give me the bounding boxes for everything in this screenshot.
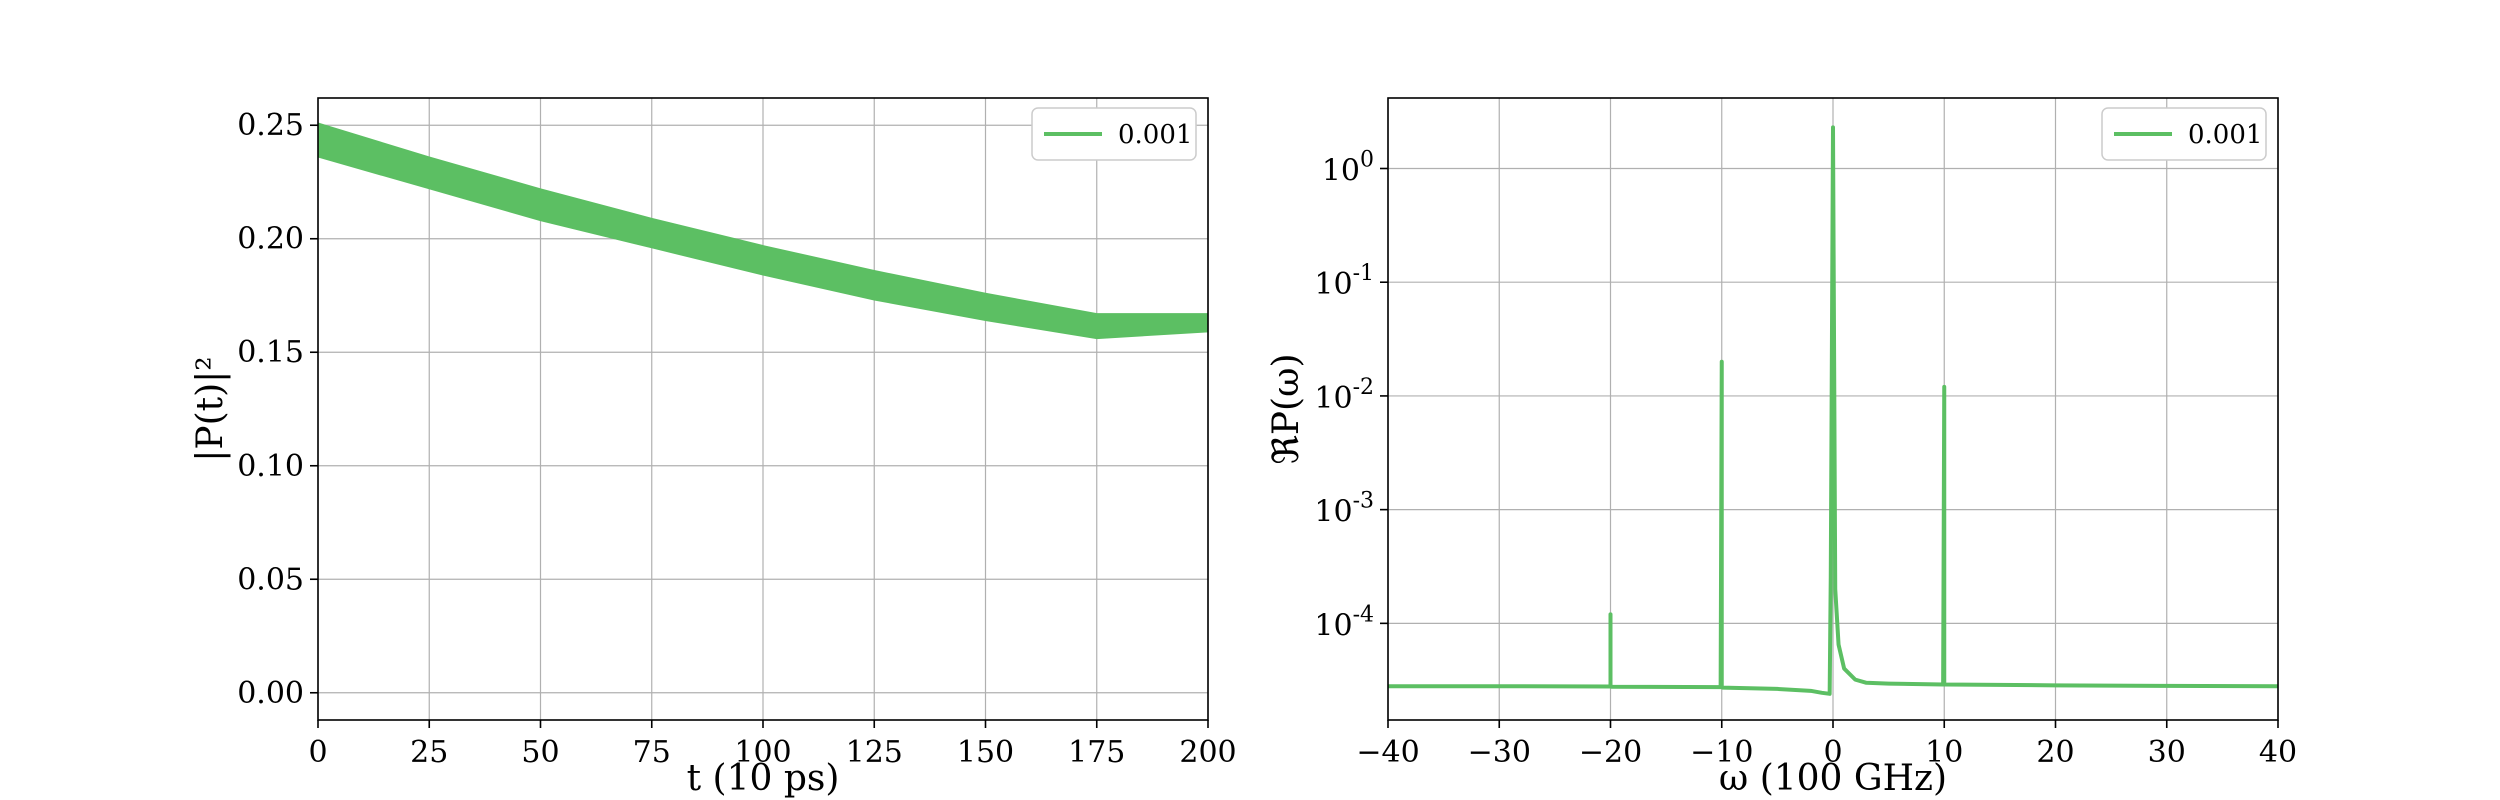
y-tick-label: 100 — [1322, 148, 1374, 189]
legend-box — [2101, 107, 2267, 161]
x-tick-label: −20 — [1579, 735, 1642, 770]
x-tick-label: −40 — [1356, 735, 1419, 770]
x-tick-label: 20 — [2036, 735, 2074, 770]
x-tick-label: −30 — [1468, 735, 1531, 770]
x-tick-label: 200 — [1179, 735, 1236, 770]
legend-box — [1031, 107, 1197, 161]
legend-label: 0.001 — [2188, 120, 2262, 150]
legend: 0.001 — [2101, 107, 2267, 161]
y-tick-label: 10-1 — [1314, 261, 1374, 302]
x-tick-label: 175 — [1068, 735, 1125, 770]
x-axis-title: t (10 ps) — [687, 758, 840, 799]
x-tick-label: −10 — [1690, 735, 1753, 770]
y-tick-label: 10-4 — [1314, 602, 1374, 643]
y-tick-label: 0.05 — [237, 562, 304, 597]
x-tick-label: 0 — [1823, 735, 1842, 770]
y-tick-label: 0.25 — [237, 108, 304, 143]
x-axis-title: ω (100 GHz) — [1719, 758, 1947, 799]
series-band-0.001 — [318, 122, 1208, 340]
x-tick-label: 100 — [734, 735, 791, 770]
x-tick-label: 10 — [1925, 735, 1963, 770]
x-tick-label: 0 — [308, 735, 327, 770]
x-tick-label: 75 — [633, 735, 671, 770]
x-tick-label: 50 — [521, 735, 559, 770]
x-tick-label: 150 — [957, 735, 1014, 770]
y-tick-label: 0.15 — [237, 335, 304, 370]
y-tick-label: 10-3 — [1314, 489, 1374, 530]
y-tick-label: 0.00 — [237, 676, 304, 711]
y-axis-title: |P(t)|² — [190, 356, 231, 461]
y-tick-label: 10-2 — [1314, 375, 1374, 416]
x-tick-label: 125 — [846, 735, 903, 770]
y-tick-label: 0.20 — [237, 222, 304, 257]
y-tick-label: 0.10 — [237, 449, 304, 484]
left-chart-panel: 0 25 50 75 100 125 150 175 200 0.00 0.05 0.10 0.15 0.… — [190, 97, 1237, 799]
x-tick-label: 30 — [2148, 735, 2186, 770]
legend: 0.001 — [1031, 107, 1197, 161]
y-axis-title: ℜP(ω) — [1266, 354, 1307, 465]
legend-label: 0.001 — [1118, 120, 1192, 150]
series-line-0.001 — [1388, 125, 2278, 696]
x-tick-label: 40 — [2259, 735, 2297, 770]
x-tick-label: 25 — [410, 735, 448, 770]
right-chart-panel: −40 −30 −20 −10 0 10 20 30 40 100 10-1 10-2 10-3 10-4… — [1266, 97, 2297, 799]
